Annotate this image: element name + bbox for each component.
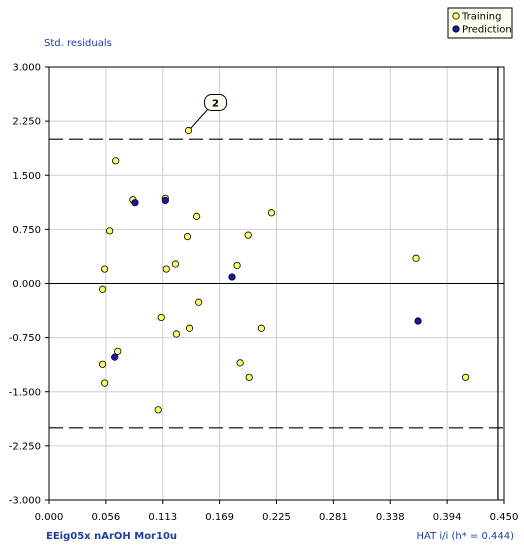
training-point — [461, 373, 470, 381]
x-tick-label: 0.338 — [376, 512, 405, 523]
prediction-point — [111, 353, 119, 361]
training-point — [184, 126, 193, 135]
y-tick-label: 0.750 — [12, 225, 41, 236]
training-point — [114, 347, 122, 355]
prediction-point — [161, 196, 169, 205]
training-point — [157, 313, 165, 322]
reference-lines — [49, 67, 504, 500]
training-point — [193, 212, 201, 220]
training-point — [112, 157, 120, 165]
x-tick-label: 0.056 — [92, 512, 121, 523]
training-point — [245, 373, 253, 381]
training-point — [101, 265, 109, 273]
annotation-label: 2 — [212, 99, 219, 110]
x-tick-label: 0.450 — [490, 512, 519, 523]
training-point — [195, 298, 203, 306]
annotations: 2 — [190, 94, 228, 129]
prediction-point — [228, 273, 236, 281]
training-point — [236, 359, 244, 367]
annotation-callout — [204, 94, 228, 112]
annotation-leader — [190, 108, 209, 129]
legend-training-marker — [452, 12, 460, 20]
data-points — [98, 126, 470, 414]
training-point — [162, 265, 170, 273]
y-tick-label: -0.750 — [9, 333, 41, 344]
legend: Training Prediction — [447, 7, 513, 39]
legend-prediction-marker — [452, 25, 460, 33]
legend-box — [447, 7, 513, 39]
y-axis-label: Std. residuals — [44, 38, 112, 49]
training-point — [98, 285, 107, 293]
training-point — [233, 261, 241, 270]
training-point — [101, 379, 109, 387]
y-tick-label: 0.000 — [12, 279, 41, 290]
x-tick-label: 0.113 — [148, 512, 177, 523]
training-point — [267, 209, 276, 217]
training-point — [98, 360, 107, 368]
training-point — [185, 324, 194, 332]
tick-labels: 0.000 0.056 0.113 0.169 0.225 0.281 0.338 0.394… — [9, 63, 519, 524]
x-tick-label: 0.225 — [262, 512, 291, 523]
training-point — [257, 324, 265, 332]
x-tick-label: 0.000 — [35, 512, 64, 523]
prediction-point — [414, 317, 422, 325]
legend-training-label: Training — [461, 12, 501, 23]
training-point — [172, 330, 180, 338]
y-tick-label: 2.250 — [12, 117, 41, 128]
y-tick-label: 3.000 — [12, 63, 41, 74]
x-tick-label: 0.169 — [205, 512, 234, 523]
x-axis-label: HAT i/i (h* = 0.444) — [417, 531, 515, 542]
y-tick-label: -3.000 — [9, 496, 41, 507]
training-point — [412, 254, 420, 262]
y-tick-label: -2.250 — [9, 441, 41, 452]
training-point — [244, 231, 252, 239]
plot-frame — [48, 66, 505, 501]
y-tick-label: 1.500 — [12, 171, 41, 182]
training-point — [106, 227, 114, 235]
legend-prediction-label: Prediction — [462, 25, 512, 36]
x-tick-label: 0.281 — [319, 512, 348, 523]
x-tick-label: 0.394 — [433, 512, 462, 523]
training-point — [154, 406, 162, 414]
x-axis-variables-label: EEig05x nArOH Mor10u — [46, 531, 177, 542]
training-point — [183, 232, 192, 241]
prediction-point — [131, 199, 139, 207]
training-point — [171, 260, 179, 268]
y-tick-label: -1.500 — [9, 387, 41, 398]
